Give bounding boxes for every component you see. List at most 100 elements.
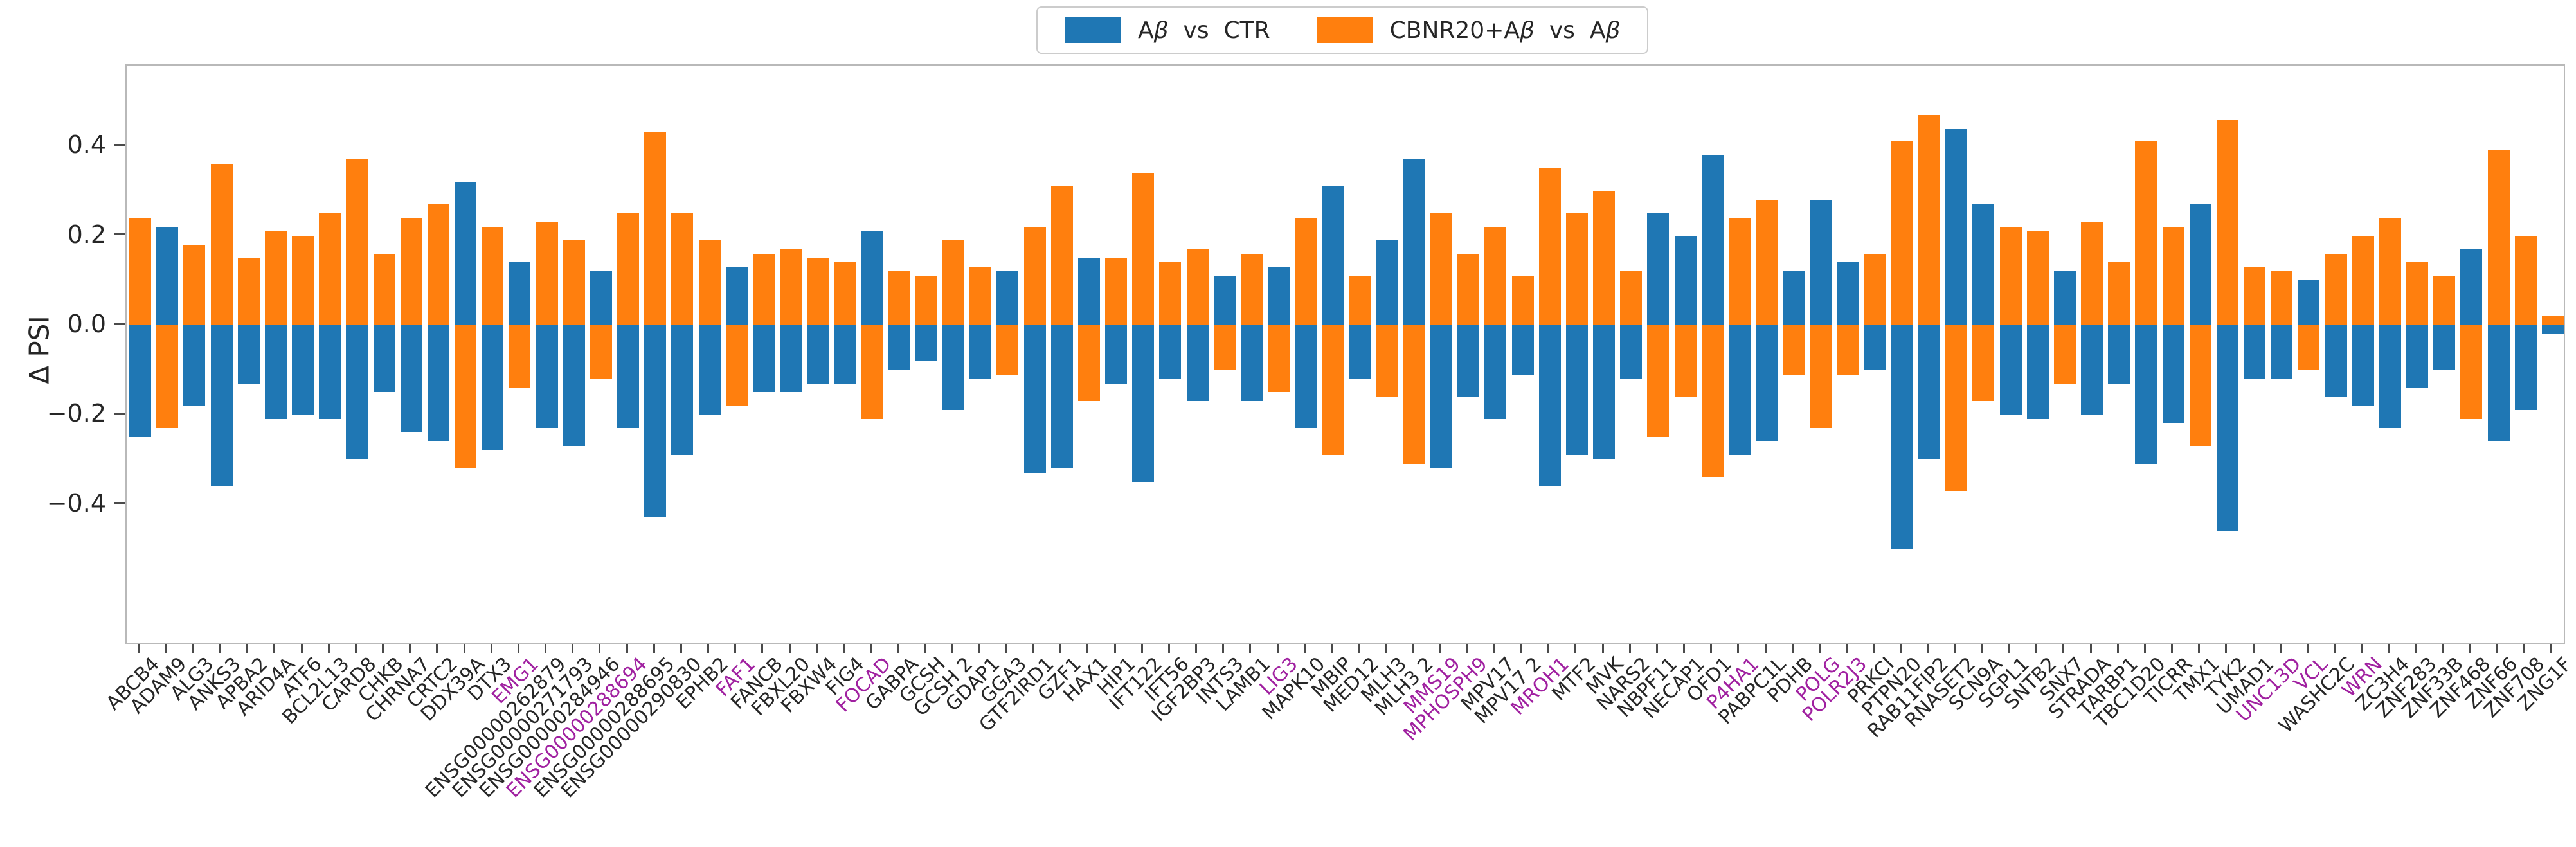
- bar-MBIP-orange: [1322, 325, 1344, 455]
- x-tick-mark: [2496, 644, 2499, 653]
- y-tick-mark: [114, 323, 125, 325]
- x-tick-mark: [572, 644, 574, 653]
- bar-HIP1-blue: [1105, 325, 1128, 384]
- bar-ZNF33B-orange: [2433, 276, 2456, 325]
- x-tick-mark: [1059, 644, 1062, 653]
- bar-ALG3-blue: [183, 325, 206, 406]
- x-tick-mark: [1873, 644, 1875, 653]
- x-tick-mark: [2442, 644, 2444, 653]
- x-tick-mark: [354, 644, 357, 653]
- bar-ENSG00000288694-blue: [617, 325, 640, 429]
- bar-TICRR-orange: [2162, 226, 2184, 325]
- x-tick-mark: [1954, 644, 1956, 653]
- x-tick-mark: [1222, 644, 1225, 653]
- y-tick-label: −0.2: [46, 399, 106, 428]
- bar-SCN9A-blue: [1972, 204, 1995, 325]
- x-tick-mark: [1520, 644, 1523, 653]
- bar-ZNF283-blue: [2406, 325, 2429, 388]
- bar-INTS3-blue: [1213, 276, 1236, 325]
- bar-TYK2-orange: [2216, 119, 2238, 325]
- bar-EPHB2-orange: [698, 240, 721, 325]
- bar-WASHC2C-orange: [2325, 253, 2347, 325]
- x-tick-mark: [653, 644, 655, 653]
- x-tick-mark: [707, 644, 710, 653]
- bar-UMAD1-orange: [2244, 267, 2266, 325]
- legend-swatch-cbnr20-ab-vs-ab: [1316, 17, 1373, 43]
- x-tick-mark: [409, 644, 411, 653]
- x-tick-mark: [1493, 644, 1495, 653]
- bar-ENSG00000284946-blue: [590, 271, 612, 325]
- x-tick-mark: [1846, 644, 1848, 653]
- bar-STRADA-blue: [2081, 325, 2103, 415]
- x-tick-mark: [1737, 644, 1740, 653]
- x-tick-mark: [626, 644, 628, 653]
- x-tick-mark: [327, 644, 330, 653]
- bar-FBXW4-orange: [807, 258, 829, 325]
- x-tick-mark: [273, 644, 276, 653]
- x-tick-mark: [2089, 644, 2092, 653]
- bar-MVK-blue: [1593, 325, 1616, 459]
- bar-ZNG1F-blue: [2541, 325, 2564, 334]
- x-tick-mark: [1547, 644, 1550, 653]
- y-tick-label: 0.0: [67, 309, 106, 338]
- bar-ANKS3-blue: [210, 325, 233, 486]
- bar-OFD1-orange: [1701, 325, 1724, 477]
- bar-GABPA-blue: [888, 325, 910, 370]
- bar-ALG3-orange: [183, 244, 206, 325]
- bar-GTF2IRD1-orange: [1023, 226, 1046, 325]
- bar-VCL-blue: [2298, 280, 2320, 325]
- bar-FAF1-blue: [725, 267, 748, 325]
- bar-SNTB2-blue: [2026, 325, 2049, 420]
- bar-GCSH-orange: [915, 276, 937, 325]
- bar-ABCB4-orange: [129, 217, 152, 325]
- bar-ZNF708-orange: [2514, 235, 2537, 325]
- bar-ZNF66-orange: [2487, 150, 2510, 325]
- x-tick-mark: [490, 644, 492, 653]
- bar-POLG-blue: [1810, 199, 1832, 325]
- bar-SNTB2-orange: [2026, 231, 2049, 325]
- bar-GDAP1-blue: [969, 325, 992, 379]
- x-tick-mark: [1791, 644, 1794, 653]
- x-tick-mark: [192, 644, 194, 653]
- bar-TARBP1-blue: [2108, 325, 2130, 384]
- x-tick-mark: [2116, 644, 2119, 653]
- bar-FIG4-orange: [834, 262, 856, 325]
- bar-GCSH-2-orange: [942, 240, 965, 325]
- bar-RNASET2-orange: [1945, 325, 1968, 491]
- x-tick-mark: [2171, 644, 2174, 653]
- x-tick-mark: [2550, 644, 2553, 653]
- bar-MTF2-blue: [1565, 325, 1588, 455]
- x-tick-mark: [2279, 644, 2282, 653]
- x-tick-mark: [246, 644, 249, 653]
- x-tick-mark: [300, 644, 303, 653]
- y-tick-mark: [114, 502, 125, 504]
- bar-MPV17-2-orange: [1511, 276, 1534, 325]
- bar-MED12-orange: [1349, 276, 1371, 325]
- x-tick-mark: [517, 644, 519, 653]
- bar-WRN-blue: [2352, 325, 2374, 406]
- bar-IFT56-orange: [1159, 262, 1182, 325]
- x-tick-mark: [382, 644, 384, 653]
- bar-APBA2-orange: [237, 258, 260, 325]
- bar-MAPK10-blue: [1295, 325, 1317, 429]
- x-tick-mark: [2469, 644, 2471, 653]
- legend: Aβ vs CTR CBNR20+Aβ vs Aβ: [1036, 6, 1649, 54]
- x-tick-mark: [2008, 644, 2011, 653]
- legend-label-cbnr20-ab-vs-ab: CBNR20+Aβ vs Aβ: [1389, 17, 1621, 44]
- bar-MBIP-blue: [1322, 186, 1344, 325]
- bar-ENSG00000284946-orange: [590, 325, 612, 379]
- x-tick-mark: [2361, 644, 2363, 653]
- bar-TMX1-blue: [2189, 204, 2211, 325]
- bar-CRTC2-blue: [427, 325, 449, 442]
- x-tick-mark: [436, 644, 438, 653]
- bar-GGA3-orange: [996, 325, 1019, 375]
- bar-DTX3-blue: [482, 325, 504, 450]
- bar-BCL2L13-blue: [319, 325, 341, 420]
- x-tick-mark: [788, 644, 791, 653]
- y-tick-label: 0.2: [67, 220, 106, 249]
- x-tick-mark: [897, 644, 899, 653]
- bar-MED12-blue: [1349, 325, 1371, 379]
- legend-item-cbnr20-ab-vs-ab: CBNR20+Aβ vs Aβ: [1316, 17, 1621, 44]
- x-tick-mark: [815, 644, 818, 653]
- bar-TMX1-orange: [2189, 325, 2211, 447]
